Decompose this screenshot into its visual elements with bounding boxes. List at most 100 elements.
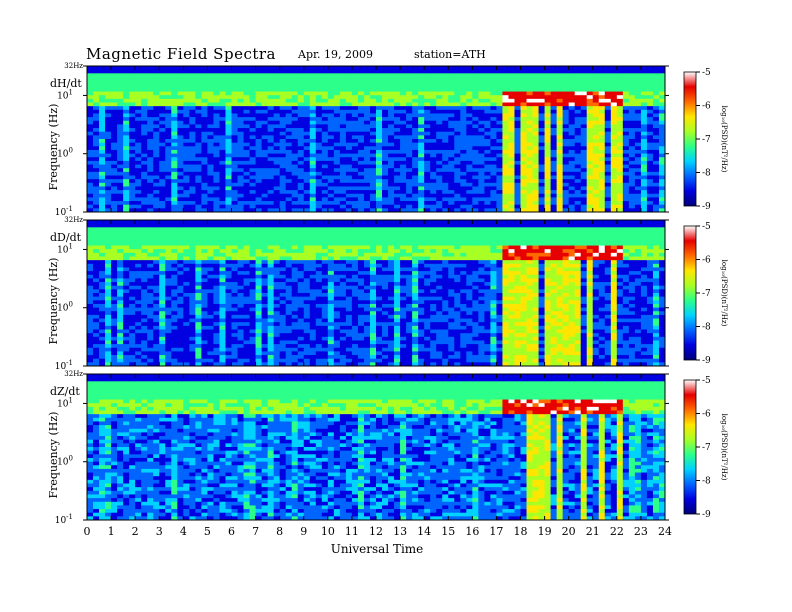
heatmap-cell bbox=[640, 168, 648, 173]
heatmap-cell bbox=[165, 230, 172, 235]
heatmap-cell bbox=[502, 117, 509, 122]
heatmap-cell bbox=[442, 117, 449, 122]
heatmap-cell bbox=[376, 131, 383, 136]
heatmap-cell bbox=[580, 208, 588, 213]
heatmap-cell bbox=[315, 124, 323, 129]
heatmap-cell bbox=[219, 69, 226, 74]
heatmap-cell bbox=[207, 303, 214, 308]
heatmap-cell bbox=[315, 117, 323, 122]
heatmap-cell bbox=[610, 168, 618, 173]
heatmap-cell bbox=[646, 201, 654, 206]
heatmap-cell bbox=[592, 164, 600, 169]
heatmap-cell bbox=[496, 135, 503, 140]
heatmap-cell bbox=[195, 227, 202, 232]
heatmap-cell bbox=[201, 208, 208, 213]
heatmap-cell bbox=[87, 149, 94, 154]
heatmap-cell bbox=[634, 117, 642, 122]
heatmap-cell bbox=[628, 186, 636, 191]
heatmap-cell bbox=[622, 179, 630, 184]
heatmap-cell bbox=[303, 73, 311, 78]
heatmap-cell bbox=[351, 164, 359, 169]
heatmap-cell bbox=[93, 344, 100, 349]
heatmap-cell bbox=[484, 102, 491, 107]
heatmap-cell bbox=[309, 98, 317, 103]
heatmap-cell bbox=[315, 168, 323, 173]
heatmap-cell bbox=[165, 160, 172, 165]
heatmap-cell bbox=[652, 73, 660, 78]
heatmap-cell bbox=[129, 106, 136, 111]
heatmap-cell bbox=[183, 278, 190, 283]
heatmap-cell bbox=[400, 179, 407, 184]
heatmap-cell bbox=[303, 66, 311, 71]
heatmap-cell bbox=[123, 66, 130, 71]
heatmap-cell bbox=[123, 227, 130, 232]
heatmap-cell bbox=[574, 157, 582, 162]
heatmap-cell bbox=[237, 182, 244, 187]
heatmap-cell bbox=[243, 274, 250, 279]
heatmap-cell bbox=[243, 289, 250, 294]
heatmap-cell bbox=[514, 164, 521, 169]
heatmap-cell bbox=[291, 149, 299, 154]
heatmap-cell bbox=[502, 131, 509, 136]
heatmap-cell bbox=[291, 139, 299, 144]
heatmap-cell bbox=[478, 201, 485, 206]
heatmap-cell bbox=[105, 241, 112, 246]
heatmap-cell bbox=[267, 117, 275, 122]
heatmap-cell bbox=[388, 149, 395, 154]
heatmap-cell bbox=[514, 186, 521, 191]
heatmap-cell bbox=[303, 120, 311, 125]
heatmap-cell bbox=[99, 260, 106, 265]
heatmap-cell bbox=[418, 98, 425, 103]
heatmap-cell bbox=[580, 124, 588, 129]
heatmap-cell bbox=[345, 190, 353, 195]
heatmap-cell bbox=[99, 91, 106, 96]
heatmap-cell bbox=[460, 146, 467, 151]
heatmap-cell bbox=[243, 278, 250, 283]
heatmap-cell bbox=[574, 186, 582, 191]
heatmap-cell bbox=[514, 201, 521, 206]
heatmap-cell bbox=[508, 80, 515, 85]
heatmap-cell bbox=[147, 322, 154, 327]
heatmap-cell bbox=[123, 238, 130, 243]
colorbar-tick-label: -9 bbox=[702, 202, 711, 212]
heatmap-cell bbox=[207, 289, 214, 294]
heatmap-cell bbox=[376, 80, 383, 85]
heatmap-cell bbox=[231, 314, 238, 319]
heatmap-cell bbox=[327, 98, 335, 103]
heatmap-cell bbox=[177, 124, 184, 129]
heatmap-cell bbox=[225, 175, 232, 180]
heatmap-cell bbox=[460, 124, 467, 129]
heatmap-cell bbox=[129, 168, 136, 173]
heatmap-cell bbox=[123, 153, 130, 158]
heatmap-cell bbox=[279, 160, 287, 165]
heatmap-cell bbox=[213, 73, 220, 78]
heatmap-cell bbox=[363, 135, 371, 140]
heatmap-cell bbox=[267, 102, 275, 107]
heatmap-cell bbox=[183, 91, 190, 96]
heatmap-cell bbox=[195, 293, 202, 298]
heatmap-cell bbox=[466, 135, 473, 140]
heatmap-cell bbox=[376, 102, 383, 107]
heatmap-cell bbox=[640, 149, 648, 154]
heatmap-cell bbox=[502, 113, 509, 118]
heatmap-cell bbox=[129, 87, 136, 92]
heatmap-cell bbox=[628, 197, 636, 202]
heatmap-cell bbox=[315, 128, 323, 133]
heatmap-cell bbox=[526, 69, 533, 74]
heatmap-cell bbox=[598, 76, 606, 81]
heatmap-cell bbox=[369, 113, 377, 118]
heatmap-cell bbox=[532, 146, 539, 151]
heatmap-cell bbox=[478, 113, 485, 118]
heatmap-cell bbox=[574, 193, 582, 198]
heatmap-cell bbox=[309, 76, 317, 81]
heatmap-cell bbox=[249, 91, 256, 96]
heatmap-cell bbox=[532, 98, 539, 103]
heatmap-cell bbox=[231, 109, 238, 114]
heatmap-cell bbox=[303, 193, 311, 198]
heatmap-cell bbox=[363, 182, 371, 187]
heatmap-cell bbox=[640, 201, 648, 206]
heatmap-cell bbox=[646, 109, 654, 114]
heatmap-cell bbox=[574, 117, 582, 122]
heatmap-cell bbox=[382, 120, 389, 125]
heatmap-cell bbox=[105, 157, 112, 162]
